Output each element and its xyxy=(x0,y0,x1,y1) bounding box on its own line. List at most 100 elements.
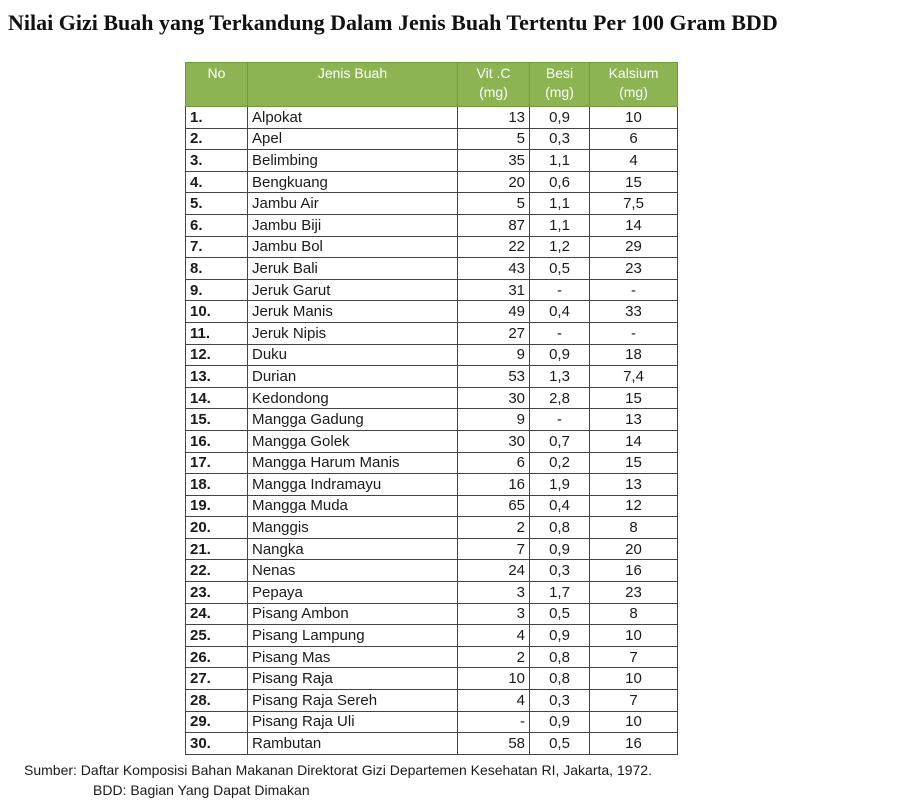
cell-jenis-buah: Nangka xyxy=(247,537,458,561)
table-row: 14. Kedondong 30 2,8 15 xyxy=(185,386,678,410)
cell-jenis-buah: Pisang Mas xyxy=(247,645,458,669)
header-kalsium: Kalsium (mg) xyxy=(589,62,678,107)
header-besi-unit: (mg) xyxy=(545,84,574,100)
table-row: 10. Jeruk Manis 49 0,4 33 xyxy=(185,300,678,323)
cell-no: 4. xyxy=(185,170,248,194)
cell-besi: 1,1 xyxy=(529,192,590,215)
cell-no: 12. xyxy=(185,343,248,367)
cell-besi: 0,4 xyxy=(529,300,590,323)
cell-kalsium: 7,4 xyxy=(589,365,678,388)
cell-kalsium: 23 xyxy=(589,581,678,604)
table-row: 1. Alpokat 13 0,9 10 xyxy=(185,106,678,129)
cell-vit-c: 49 xyxy=(457,300,530,323)
cell-vit-c: 10 xyxy=(457,667,530,691)
cell-besi: - xyxy=(529,321,590,345)
cell-jenis-buah: Alpokat xyxy=(247,106,458,129)
cell-jenis-buah: Pisang Ambon xyxy=(247,602,458,626)
cell-vit-c: 58 xyxy=(457,732,530,755)
cell-vit-c: 30 xyxy=(457,429,530,453)
cell-no: 2. xyxy=(185,127,248,151)
cell-besi: 0,5 xyxy=(529,602,590,626)
cell-kalsium: 16 xyxy=(589,732,678,755)
cell-jenis-buah: Jambu Air xyxy=(247,192,458,215)
cell-besi: 0,9 xyxy=(529,537,590,561)
cell-vit-c: - xyxy=(457,710,530,734)
table-row: 23. Pepaya 3 1,7 23 xyxy=(185,581,678,604)
cell-kalsium: 10 xyxy=(589,667,678,691)
table-row: 15. Mangga Gadung 9-13 xyxy=(185,408,678,431)
cell-besi: 0,6 xyxy=(529,170,590,194)
cell-vit-c: 43 xyxy=(457,257,530,280)
cell-besi: 0,8 xyxy=(529,667,590,691)
cell-no: 14. xyxy=(185,386,248,410)
table-row: 20. Manggis 2 0,8 8 xyxy=(185,516,678,539)
cell-no: 20. xyxy=(185,516,248,539)
cell-besi: 0,9 xyxy=(529,624,590,647)
cell-besi: 0,5 xyxy=(529,732,590,755)
cell-no: 3. xyxy=(185,149,248,172)
table-row: 7. Jambu Bol 22 1,2 29 xyxy=(185,235,678,259)
cell-jenis-buah: Manggis xyxy=(247,516,458,539)
cell-vit-c: 13 xyxy=(457,106,530,129)
cell-no: 30. xyxy=(185,732,248,755)
header-besi-label: Besi xyxy=(545,65,574,81)
cell-jenis-buah: Pepaya xyxy=(247,581,458,604)
cell-no: 18. xyxy=(185,473,248,496)
cell-jenis-buah: Belimbing xyxy=(247,149,458,172)
table-row: 28. Pisang Raja Sereh 4 0,3 7 xyxy=(185,689,678,712)
cell-besi: 1,9 xyxy=(529,473,590,496)
cell-kalsium: 13 xyxy=(589,473,678,496)
cell-no: 25. xyxy=(185,624,248,647)
cell-besi: 1,1 xyxy=(529,213,590,237)
header-kalsium-label: Kalsium xyxy=(608,65,659,81)
cell-no: 24. xyxy=(185,602,248,626)
cell-kalsium: 13 xyxy=(589,408,678,431)
table-row: 13. Durian 53 1,3 7,4 xyxy=(185,365,678,388)
cell-kalsium: 16 xyxy=(589,559,678,583)
cell-no: 1. xyxy=(185,106,248,129)
cell-vit-c: 9 xyxy=(457,408,530,431)
table-body: 1. Alpokat 13 0,9 10 2. Apel 5 0,3 6 3. Belimbing 35… xyxy=(185,106,678,755)
cell-jenis-buah: Jeruk Nipis xyxy=(247,321,458,345)
cell-no: 22. xyxy=(185,559,248,583)
cell-vit-c: 3 xyxy=(457,602,530,626)
cell-kalsium: 15 xyxy=(589,451,678,475)
cell-kalsium: - xyxy=(589,278,678,302)
cell-jenis-buah: Kedondong xyxy=(247,386,458,410)
cell-vit-c: 7 xyxy=(457,537,530,561)
cell-besi: 0,3 xyxy=(529,559,590,583)
source-citation: Sumber: Daftar Komposisi Bahan Makanan D… xyxy=(24,762,652,778)
cell-vit-c: 3 xyxy=(457,581,530,604)
cell-besi: - xyxy=(529,278,590,302)
nutrition-table: No Jenis Buah Vit .C (mg) Besi (mg) Kals… xyxy=(185,62,678,755)
cell-vit-c: 16 xyxy=(457,473,530,496)
cell-kalsium: 18 xyxy=(589,343,678,367)
cell-besi: 1,1 xyxy=(529,149,590,172)
cell-jenis-buah: Duku xyxy=(247,343,458,367)
cell-jenis-buah: Jeruk Garut xyxy=(247,278,458,302)
cell-besi: 1,3 xyxy=(529,365,590,388)
cell-no: 9. xyxy=(185,278,248,302)
cell-no: 26. xyxy=(185,645,248,669)
cell-kalsium: 15 xyxy=(589,386,678,410)
cell-vit-c: 4 xyxy=(457,689,530,712)
cell-no: 27. xyxy=(185,667,248,691)
cell-vit-c: 35 xyxy=(457,149,530,172)
table-row: 3. Belimbing 35 1,1 4 xyxy=(185,149,678,172)
cell-besi: 0,3 xyxy=(529,689,590,712)
cell-kalsium: 8 xyxy=(589,602,678,626)
cell-vit-c: 87 xyxy=(457,213,530,237)
cell-jenis-buah: Mangga Golek xyxy=(247,429,458,453)
cell-jenis-buah: Nenas xyxy=(247,559,458,583)
cell-jenis-buah: Jeruk Bali xyxy=(247,257,458,280)
cell-vit-c: 4 xyxy=(457,624,530,647)
cell-jenis-buah: Jambu Biji xyxy=(247,213,458,237)
cell-vit-c: 30 xyxy=(457,386,530,410)
cell-jenis-buah: Pisang Raja Uli xyxy=(247,710,458,734)
cell-no: 21. xyxy=(185,537,248,561)
cell-kalsium: 12 xyxy=(589,494,678,518)
cell-jenis-buah: Pisang Lampung xyxy=(247,624,458,647)
cell-besi: 0,5 xyxy=(529,257,590,280)
cell-kalsium: 7 xyxy=(589,645,678,669)
cell-besi: 0,9 xyxy=(529,710,590,734)
